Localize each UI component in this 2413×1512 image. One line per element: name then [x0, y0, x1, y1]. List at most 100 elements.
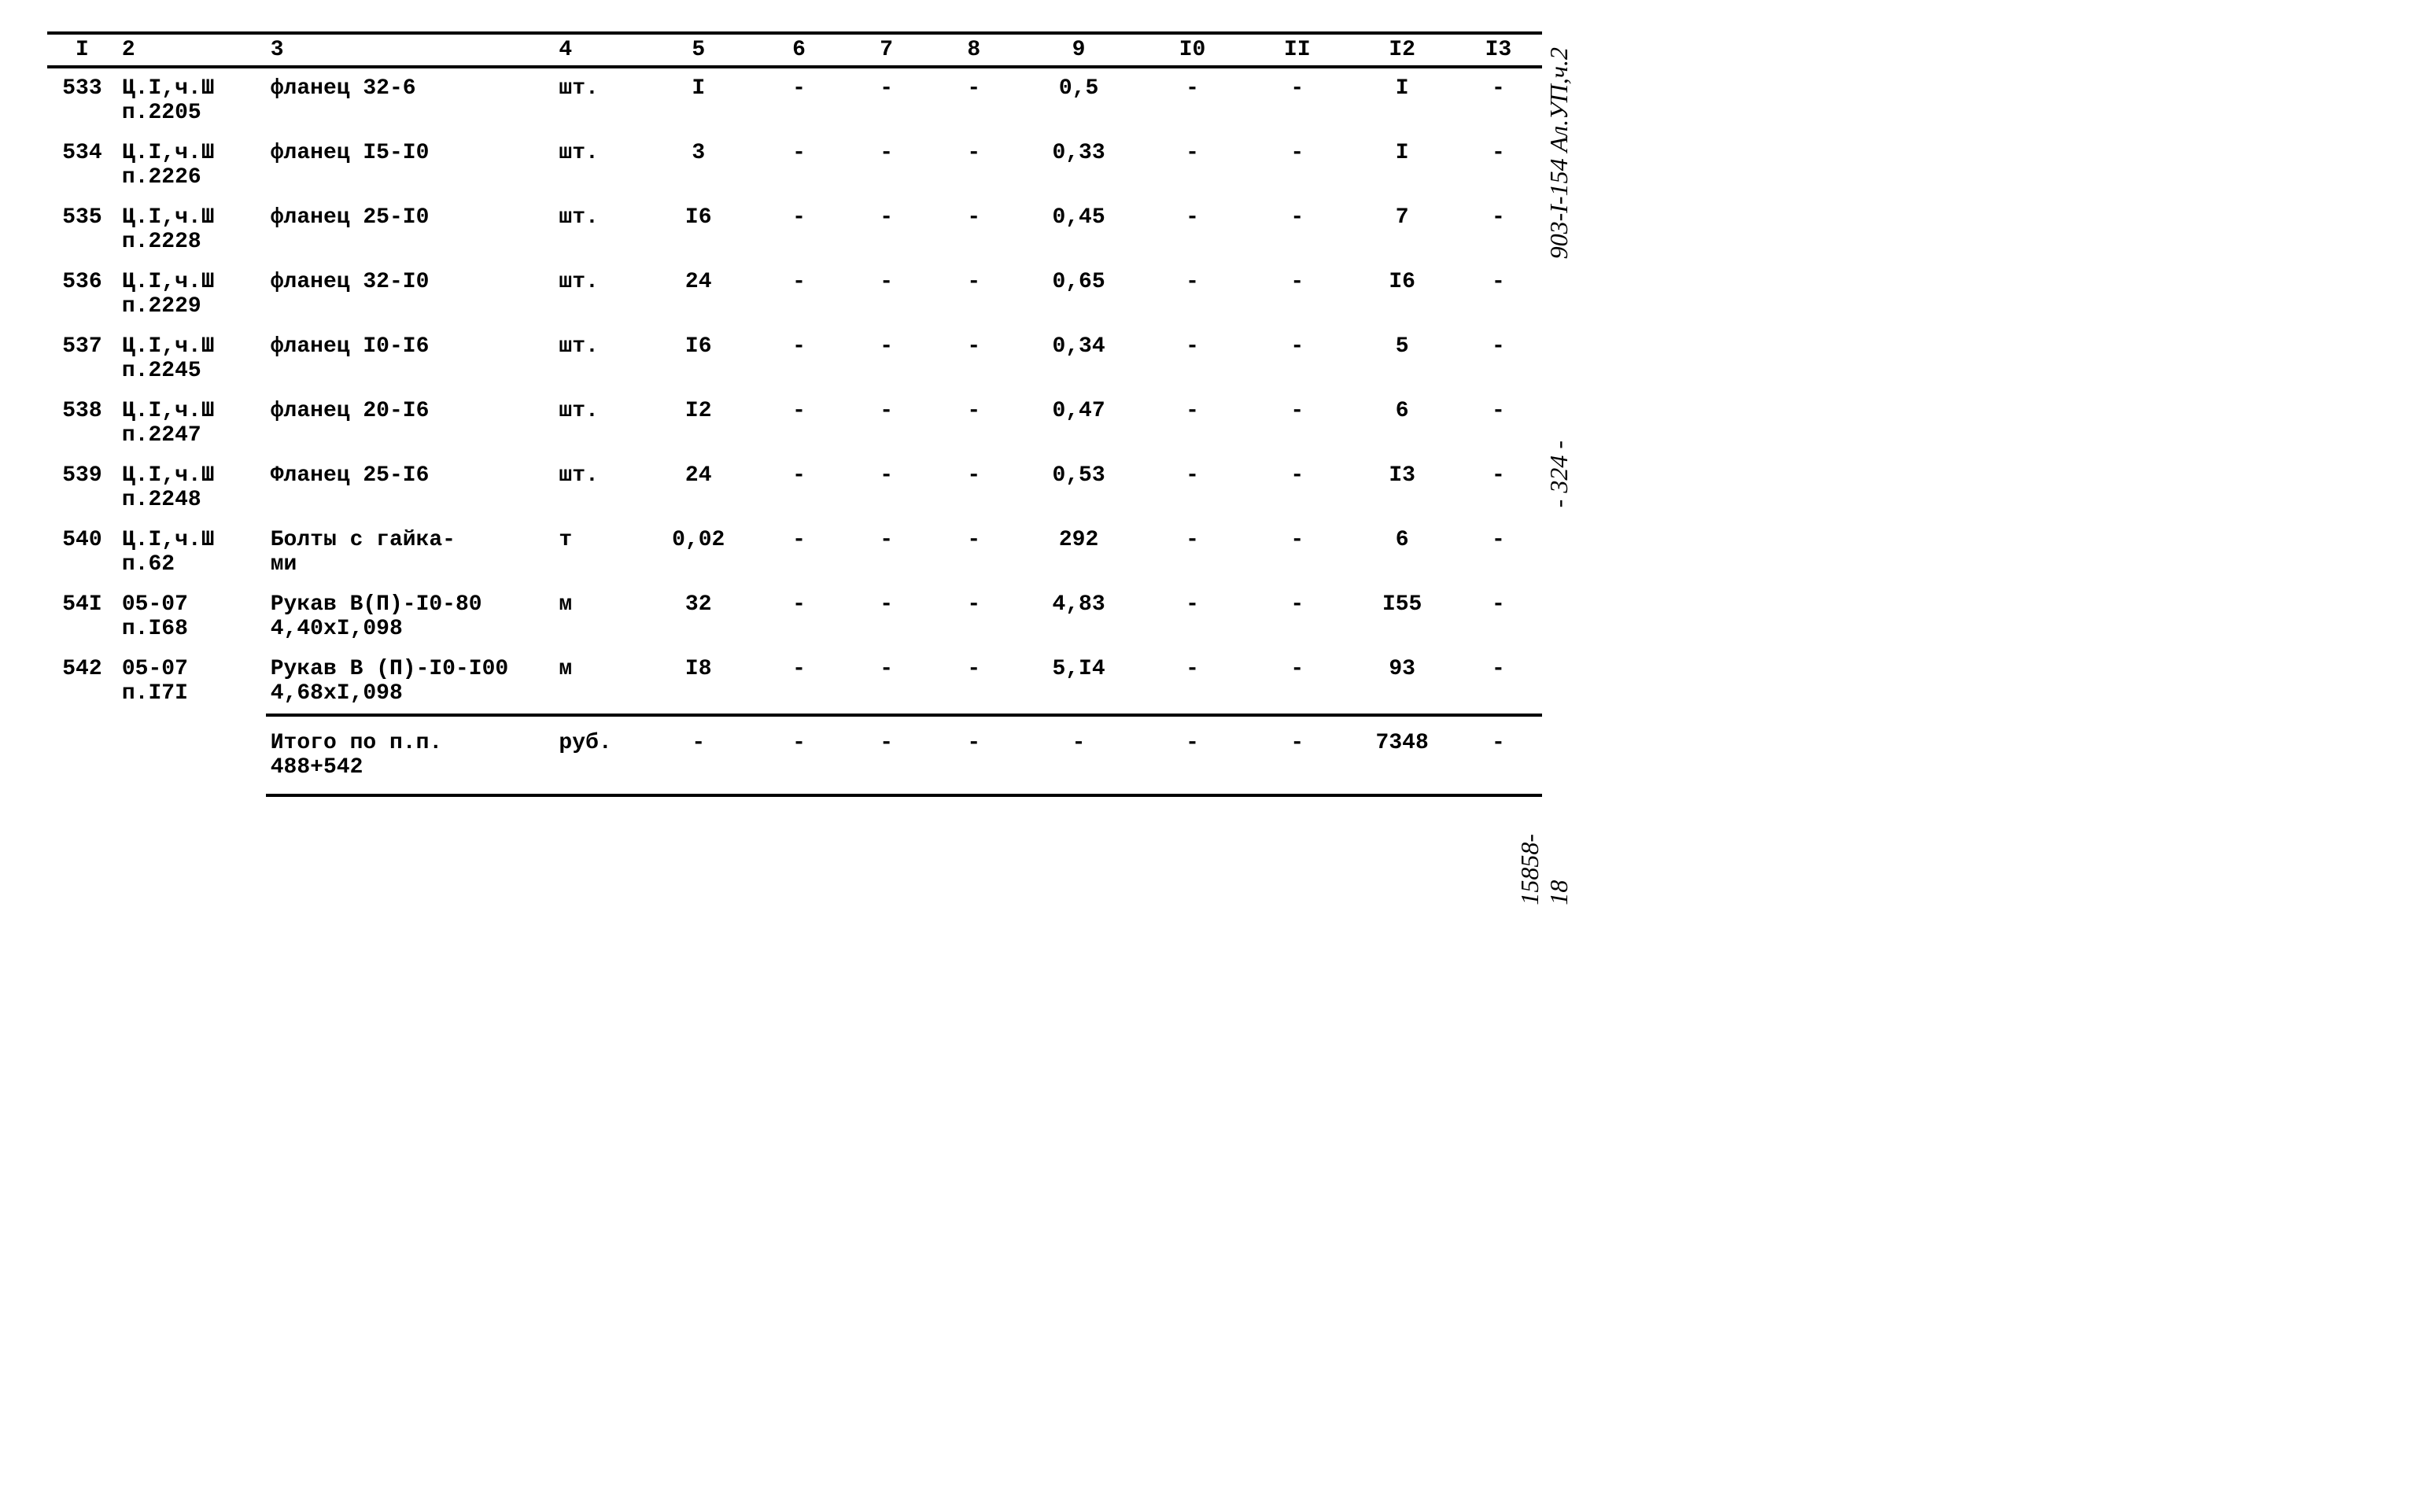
table-cell: I6 [642, 197, 755, 262]
table-cell: - [1455, 585, 1542, 649]
table-cell: - [1140, 133, 1245, 197]
table-cell: 5 [1349, 326, 1454, 391]
col-header: 3 [266, 33, 555, 67]
table-cell: - [843, 649, 930, 715]
col-header: 6 [755, 33, 843, 67]
table-cell: шт. [554, 67, 641, 133]
table-cell: - [1455, 67, 1542, 133]
table-cell: Болты с гайка- ми [266, 520, 555, 585]
table-cell: 540 [47, 520, 117, 585]
table-cell: 0,65 [1017, 262, 1140, 326]
subtotal-cell: - [1245, 715, 1349, 795]
subtotal-cell: - [642, 715, 755, 795]
col-header: I [47, 33, 117, 67]
table-row: 538Ц.I,ч.Ш п.2247фланец 20-I6шт.I2---0,4… [47, 391, 1542, 455]
table-cell: - [843, 326, 930, 391]
side-label-stamp: 15858-18 [1515, 834, 1574, 905]
table-cell: - [843, 455, 930, 520]
table-cell: - [843, 67, 930, 133]
table-cell: Ц.I,ч.Ш п.62 [117, 520, 266, 585]
table-cell: - [1140, 262, 1245, 326]
table-row: 534Ц.I,ч.Ш п.2226фланец I5-I0шт.3---0,33… [47, 133, 1542, 197]
table-cell: 5,I4 [1017, 649, 1140, 715]
table-cell: - [930, 67, 1017, 133]
table-cell: - [1455, 391, 1542, 455]
table-cell: 539 [47, 455, 117, 520]
table-cell: Ц.I,ч.Ш п.2205 [117, 67, 266, 133]
table-cell: 24 [642, 262, 755, 326]
table-cell: I3 [1349, 455, 1454, 520]
table-cell: I6 [642, 326, 755, 391]
table-cell: - [755, 391, 843, 455]
table-cell: 54I [47, 585, 117, 649]
table-cell: 0,34 [1017, 326, 1140, 391]
table-cell: - [843, 520, 930, 585]
table-cell: - [1245, 520, 1349, 585]
table-cell: Ц.I,ч.Ш п.2247 [117, 391, 266, 455]
table-header-row: I 2 3 4 5 6 7 8 9 I0 II I2 I3 [47, 33, 1542, 67]
table-row: 536Ц.I,ч.Ш п.2229фланец 32-I0шт.24---0,6… [47, 262, 1542, 326]
subtotal-cell: - [930, 715, 1017, 795]
table-cell: - [1245, 391, 1349, 455]
subtotal-cell [47, 715, 117, 795]
table-cell: Рукав В (П)-I0-I00 4,68хI,098 [266, 649, 555, 715]
table-cell: Ц.I,ч.Ш п.2245 [117, 326, 266, 391]
table-cell: 0,02 [642, 520, 755, 585]
subtotal-cell: - [755, 715, 843, 795]
table-cell: 05-07 п.I7I [117, 649, 266, 715]
table-row: 540Ц.I,ч.Ш п.62Болты с гайка- мит0,02---… [47, 520, 1542, 585]
table-cell: - [755, 455, 843, 520]
spec-table: I 2 3 4 5 6 7 8 9 I0 II I2 I3 533Ц.I,ч.Ш… [47, 31, 1542, 797]
table-cell: 0,33 [1017, 133, 1140, 197]
table-cell: - [1140, 197, 1245, 262]
table-cell: - [1245, 326, 1349, 391]
table-cell: 7 [1349, 197, 1454, 262]
subtotal-cell: - [1017, 715, 1140, 795]
table-body: 533Ц.I,ч.Ш п.2205фланец 32-6шт.I---0,5--… [47, 67, 1542, 795]
table-cell: фланец I5-I0 [266, 133, 555, 197]
table-cell: Ц.I,ч.Ш п.2228 [117, 197, 266, 262]
table-cell: - [1455, 326, 1542, 391]
table-cell: шт. [554, 391, 641, 455]
table-cell: 4,83 [1017, 585, 1140, 649]
table-cell: - [843, 391, 930, 455]
table-cell: - [1455, 455, 1542, 520]
subtotal-cell: - [1455, 715, 1542, 795]
table-cell: фланец 25-I0 [266, 197, 555, 262]
table-cell: 0,53 [1017, 455, 1140, 520]
table-cell: - [1455, 649, 1542, 715]
table-cell: 0,5 [1017, 67, 1140, 133]
table-cell: 536 [47, 262, 117, 326]
table-cell: - [1140, 455, 1245, 520]
table-cell: - [1245, 649, 1349, 715]
table-cell: т [554, 520, 641, 585]
subtotal-cell: - [1140, 715, 1245, 795]
table-cell: I55 [1349, 585, 1454, 649]
table-cell: - [1245, 67, 1349, 133]
table-cell: - [1245, 197, 1349, 262]
table-cell: - [1245, 585, 1349, 649]
table-cell: 0,45 [1017, 197, 1140, 262]
table-cell: шт. [554, 197, 641, 262]
table-cell: - [755, 326, 843, 391]
table-cell: - [1140, 585, 1245, 649]
table-cell: - [1140, 649, 1245, 715]
table-cell: 3 [642, 133, 755, 197]
table-cell: Ц.I,ч.Ш п.2226 [117, 133, 266, 197]
table-cell: Фланец 25-I6 [266, 455, 555, 520]
col-header: 5 [642, 33, 755, 67]
subtotal-row: Итого по п.п. 488+542руб.-------7348- [47, 715, 1542, 795]
table-row: 54I05-07 п.I68Рукав В(П)-I0-80 4,40хI,09… [47, 585, 1542, 649]
table-row: 535Ц.I,ч.Ш п.2228фланец 25-I0шт.I6---0,4… [47, 197, 1542, 262]
table-cell: - [930, 197, 1017, 262]
table-cell: 538 [47, 391, 117, 455]
table-cell: - [755, 585, 843, 649]
table-cell: - [1245, 262, 1349, 326]
table-cell: - [930, 262, 1017, 326]
table-cell: - [1140, 326, 1245, 391]
table-cell: - [930, 585, 1017, 649]
col-header: I0 [1140, 33, 1245, 67]
table-cell: I [1349, 67, 1454, 133]
table-cell: шт. [554, 133, 641, 197]
table-cell: шт. [554, 326, 641, 391]
